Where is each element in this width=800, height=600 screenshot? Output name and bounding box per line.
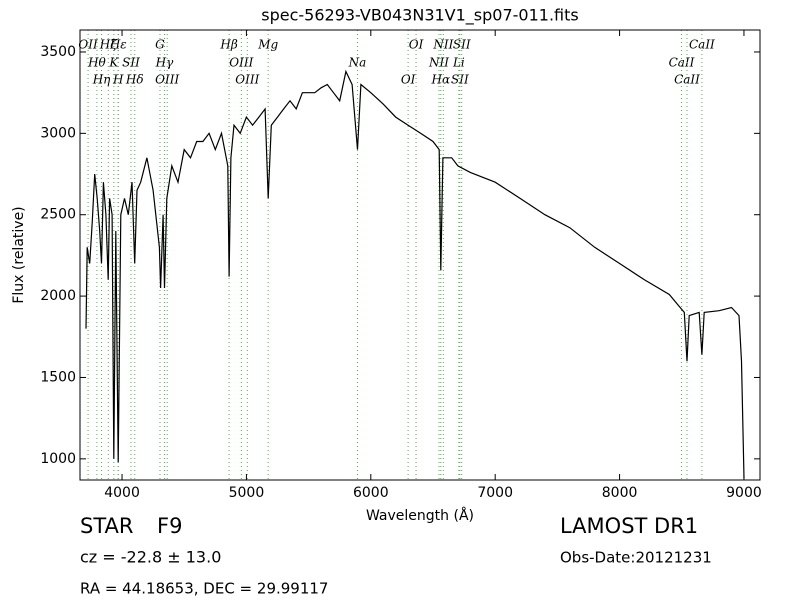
spectral-line-label: NII (432, 38, 453, 52)
spectral-line-label: SII (451, 73, 469, 87)
x-tick-label: 6000 (353, 485, 389, 501)
spectral-line-label: SII (122, 56, 140, 70)
spectral-line-label: G (155, 38, 165, 52)
spectral-line-label: Hη (92, 73, 111, 87)
x-tick-label: 9000 (726, 485, 762, 501)
spectral-line-label: Li (452, 56, 465, 70)
spectral-line-label: OIII (155, 73, 179, 87)
spectral-line-label: K (108, 56, 119, 70)
spectral-line-label: Hβ (219, 38, 237, 52)
spectral-line-label: CaII (674, 73, 700, 87)
spectral-line-label: Hζ (99, 38, 118, 52)
plot-frame (79, 29, 761, 481)
x-tick-label: 5000 (229, 485, 265, 501)
x-tick-label: 8000 (602, 485, 638, 501)
subclass: F9 (157, 514, 182, 538)
spectral-line-label: Mg (257, 38, 278, 52)
obs-date: Obs-Date:20121231 (560, 549, 712, 567)
spectral-line-label: Hδ (125, 73, 144, 87)
spectral-line-label: Na (348, 56, 367, 70)
spectral-line-label: CaII (689, 38, 715, 52)
spectral-line-label: OI (409, 38, 424, 52)
y-tick-label: 2500 (40, 207, 76, 223)
spectral-line-label: Hγ (155, 56, 174, 70)
spectral-line-label: H (112, 73, 124, 87)
spectral-line-label: Hθ (87, 56, 106, 70)
y-tick-label: 1000 (40, 451, 76, 467)
y-tick-label: 3000 (40, 125, 76, 141)
spectral-line-label: NII (428, 56, 449, 70)
survey: LAMOST DR1 (560, 514, 698, 538)
object-class: STAR (80, 514, 133, 538)
spectral-line-label: OI (401, 73, 416, 87)
x-tick-label: 4000 (104, 485, 140, 501)
y-tick-label: 2000 (40, 288, 76, 304)
spectral-line-label: CaII (669, 56, 695, 70)
y-tick-label: 1500 (40, 369, 76, 385)
spectral-line-label: OIII (229, 56, 253, 70)
x-axis-label: Wavelength (Å) (366, 507, 474, 524)
redshift: cz = -22.8 ± 13.0 (80, 548, 221, 567)
y-tick-label: 3500 (40, 44, 76, 60)
x-tick-label: 7000 (477, 485, 513, 501)
spectral-line-label: OII (78, 38, 98, 52)
spectrum-line (85, 69, 745, 479)
spectral-line-label: Hε (109, 38, 127, 52)
chart-title: spec-56293-VB043N31V1_sp07-011.fits (261, 6, 579, 26)
coordinates: RA = 44.18653, DEC = 29.99117 (80, 580, 328, 598)
spectral-line-label: SII (453, 38, 471, 52)
spectral-line-label: OIII (235, 73, 259, 87)
y-axis-label: Flux (relative) (11, 206, 27, 303)
spectral-line-label: Hα (431, 73, 451, 87)
